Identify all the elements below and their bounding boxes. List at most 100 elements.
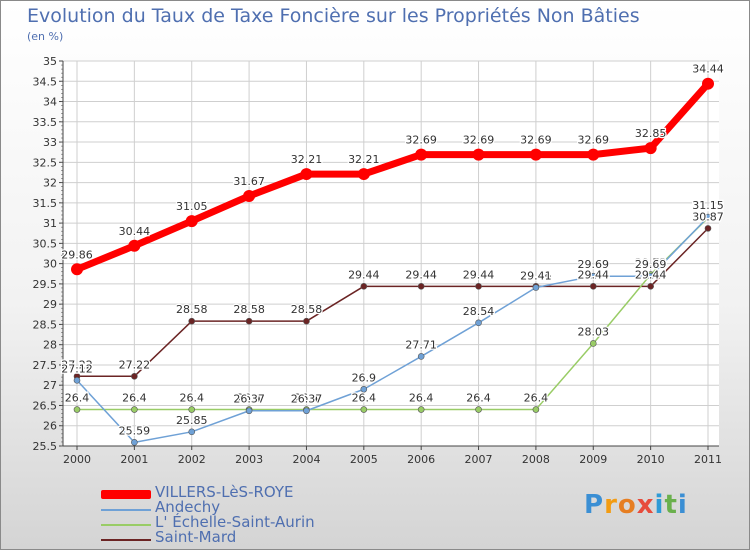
data-label: 26.4 — [352, 392, 377, 405]
data-point — [300, 168, 313, 181]
y-tick-label: 30.5 — [33, 237, 58, 250]
data-point — [475, 406, 482, 413]
data-label: 31.67 — [233, 175, 265, 188]
data-point — [417, 406, 425, 413]
data-label: 32.69 — [405, 134, 437, 147]
data-point — [303, 407, 310, 415]
data-point — [303, 317, 310, 325]
data-label: 28.58 — [233, 303, 265, 316]
data-label: 29.44 — [578, 268, 610, 281]
y-tick-label: 29.5 — [33, 278, 58, 291]
legend-label-saint-mard: Saint-Mard — [155, 528, 237, 546]
x-tick-label: 2000 — [63, 453, 91, 466]
data-label: 29.44 — [348, 268, 380, 281]
data-label: 26.4 — [409, 392, 434, 405]
data-point — [589, 340, 597, 347]
data-label: 31.05 — [176, 200, 208, 213]
y-tick-label: 31.5 — [33, 197, 58, 210]
data-label: 29.69 — [578, 258, 610, 271]
data-label: 31.13 — [692, 200, 724, 213]
data-label: 26.9 — [352, 371, 377, 384]
data-point — [532, 406, 540, 413]
data-point — [415, 148, 428, 161]
y-tick-label: 31 — [43, 217, 57, 230]
data-label: 26.37 — [291, 393, 323, 406]
data-point — [245, 407, 253, 415]
y-tick-label: 28 — [43, 339, 57, 352]
data-point — [131, 439, 138, 446]
x-tick-label: 2010 — [637, 453, 665, 466]
data-label: 32.85 — [635, 127, 667, 140]
data-point — [245, 317, 253, 325]
data-label: 25.59 — [119, 424, 151, 437]
data-point — [360, 283, 368, 290]
data-label: 34.44 — [692, 63, 724, 76]
data-label: 26.4 — [179, 392, 204, 405]
y-tick-label: 25.5 — [33, 440, 58, 453]
y-tick-label: 35 — [43, 55, 57, 68]
data-label: 28.54 — [463, 305, 495, 318]
data-point — [417, 353, 425, 360]
data-point — [647, 272, 654, 280]
x-tick-label: 2011 — [694, 453, 722, 466]
data-label: 32.21 — [348, 153, 380, 166]
data-label: 32.69 — [520, 134, 552, 147]
data-point — [188, 406, 196, 413]
y-tick-label: 28.5 — [33, 318, 58, 331]
x-tick-label: 2004 — [292, 453, 320, 466]
data-point — [704, 213, 712, 221]
data-label: 29.86 — [61, 248, 93, 261]
data-label: 32.21 — [291, 153, 323, 166]
data-point — [360, 385, 368, 393]
y-tick-label: 33.5 — [33, 116, 58, 129]
y-tick-label: 32 — [43, 177, 57, 190]
y-tick-label: 34 — [43, 96, 57, 109]
y-tick-label: 26.5 — [33, 399, 58, 412]
data-point — [71, 263, 83, 276]
data-point — [589, 272, 597, 280]
data-label: 29.73 — [635, 257, 667, 270]
data-point — [360, 406, 368, 413]
data-point — [475, 283, 482, 290]
data-label: 31.15 — [692, 199, 724, 212]
data-label: 26.4 — [65, 392, 90, 405]
data-point — [185, 215, 198, 228]
data-point — [73, 406, 81, 413]
legend-swatch-echelle — [101, 524, 151, 526]
series-line — [76, 216, 709, 444]
data-point — [243, 189, 256, 202]
data-label: 32.69 — [578, 134, 610, 147]
x-tick-label: 2007 — [465, 453, 493, 466]
data-point — [475, 319, 482, 327]
data-point — [472, 148, 485, 161]
y-tick-label: 34.5 — [33, 75, 58, 88]
data-label: 29.44 — [463, 268, 495, 281]
y-tick-label: 32.5 — [33, 156, 58, 169]
data-point — [587, 148, 600, 161]
data-label: 30.44 — [119, 225, 151, 238]
data-label: 26.4 — [524, 392, 549, 405]
data-point — [647, 283, 654, 290]
data-label: 28.58 — [291, 303, 323, 316]
legend-label-villers: VILLERS-LèS-ROYE — [155, 483, 294, 501]
data-label: 27.22 — [119, 358, 151, 371]
x-tick-label: 2009 — [579, 453, 607, 466]
legend-label-andechy: Andechy — [155, 498, 221, 516]
data-label: 29.44 — [520, 268, 552, 281]
series-line — [76, 227, 709, 378]
data-label: 27.71 — [405, 338, 437, 351]
y-unit-label: (en %) — [27, 30, 64, 43]
data-label: 30.87 — [692, 210, 724, 223]
legend-label-echelle: L' Échelle-Saint-Aurin — [155, 513, 315, 531]
x-tick-label: 2003 — [235, 453, 263, 466]
series-line — [73, 80, 712, 273]
data-point — [188, 428, 196, 436]
data-label: 26.4 — [237, 392, 262, 405]
data-point — [704, 225, 712, 232]
data-label: 29.41 — [520, 270, 552, 283]
data-label: 26.37 — [233, 393, 265, 406]
data-point — [128, 239, 141, 252]
data-label: 29.69 — [635, 258, 667, 271]
y-tick-label: 29 — [43, 298, 57, 311]
